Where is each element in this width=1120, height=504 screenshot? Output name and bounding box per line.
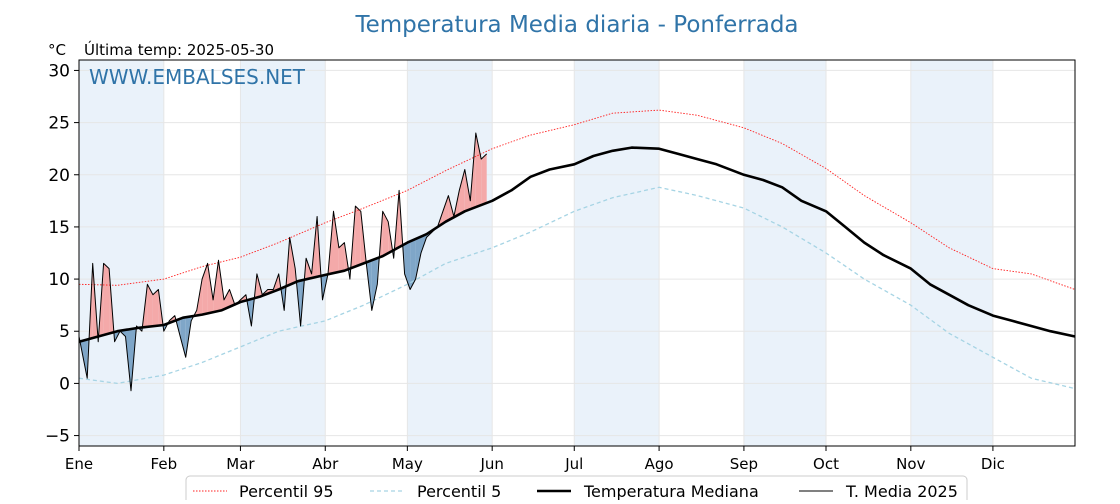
month-band-jul (574, 60, 659, 446)
chart-title: Temperatura Media diaria - Ponferrada (354, 12, 798, 38)
x-tick-label: Sep (730, 455, 758, 473)
x-tick-label: Dic (981, 455, 1005, 473)
y-tick-label: 20 (48, 166, 70, 186)
y-tick-label: 5 (59, 322, 70, 342)
fill-below-median (180, 317, 186, 357)
x-tick-label: Feb (151, 455, 178, 473)
watermark: WWW.EMBALSES.NET (89, 65, 306, 89)
y-tick-label: 25 (48, 114, 70, 134)
y-tick-label: 0 (59, 374, 70, 394)
legend: Percentil 95 Percentil 5 Temperatura Med… (186, 476, 967, 500)
y-tick-label: −5 (45, 427, 70, 447)
fill-above-median (481, 154, 487, 205)
month-band-ene (79, 60, 164, 446)
fill-above-median (104, 263, 110, 335)
month-band-mar (240, 60, 325, 446)
x-tick-label: Jun (479, 455, 503, 473)
fill-above-median (153, 290, 159, 327)
month-bands (79, 60, 993, 446)
month-band-nov (911, 60, 993, 446)
x-tick-label: Abr (312, 455, 339, 473)
last-temp-label: Última temp: 2025-05-30 (84, 40, 274, 59)
fill-above-median (383, 211, 389, 256)
y-tick-label: 15 (48, 218, 70, 238)
x-tick-label: Ago (645, 455, 674, 473)
month-band-sep (744, 60, 826, 446)
legend-label-median: Temperatura Mediana (583, 482, 759, 500)
x-tick-label: Ene (65, 455, 93, 473)
legend-label-media2025: T. Media 2025 (845, 482, 958, 500)
legend-label-p5: Percentil 5 (417, 482, 501, 500)
x-axis: Ene Feb Mar Abr May Jun Jul Ago Sep Oct Nov Dic (65, 446, 1005, 473)
x-tick-label: May (392, 455, 423, 473)
legend-label-p95: Percentil 95 (239, 482, 334, 500)
x-tick-label: Jul (564, 455, 583, 473)
y-axis: −5 0 5 10 15 20 25 30 (45, 61, 79, 446)
fill-below-median (372, 258, 378, 310)
y-tick-label: 10 (48, 270, 70, 290)
y-tick-label: 30 (48, 61, 70, 81)
x-tick-label: Mar (226, 455, 255, 473)
x-tick-label: Oct (813, 455, 839, 473)
x-tick-label: Nov (896, 455, 925, 473)
unit-label: °C (48, 41, 66, 59)
fill-above-median (355, 206, 360, 267)
